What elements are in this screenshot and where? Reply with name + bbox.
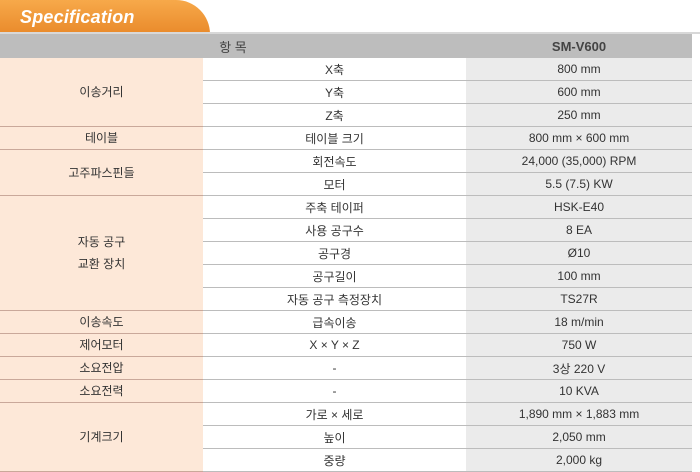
- value-cell: 3상 220 V: [466, 356, 693, 380]
- category-cell: 제어모터: [0, 333, 203, 357]
- item-cell: Y축: [203, 80, 467, 104]
- table-row: 높이 2,050 mm: [0, 425, 693, 449]
- value-cell: HSK-E40: [466, 195, 693, 219]
- value-cell: 600 mm: [466, 80, 693, 104]
- table-row: 테이블 테이블 크기 800 mm × 600 mm: [0, 126, 693, 150]
- value-cell: 2,000 kg: [466, 448, 693, 472]
- item-cell: Z축: [203, 103, 467, 127]
- value-cell: 750 W: [466, 333, 693, 357]
- item-cell: 공구길이: [203, 264, 467, 288]
- value-cell: 800 mm: [466, 58, 693, 81]
- value-cell: 1,890 mm × 1,883 mm: [466, 402, 693, 426]
- table-row: 제어모터 X × Y × Z 750 W: [0, 333, 693, 357]
- table-row: 이송거리 X축 800 mm: [0, 58, 693, 127]
- table-row: 자동 공구 교환 장치 주축 테이퍼 HSK-E40: [0, 195, 693, 311]
- value-cell: 100 mm: [466, 264, 693, 288]
- item-cell: 모터: [203, 172, 467, 196]
- category-cell: 자동 공구 교환 장치: [0, 195, 203, 311]
- item-cell: X × Y × Z: [203, 333, 467, 357]
- item-cell: 회전속도: [203, 149, 467, 173]
- value-cell: 5.5 (7.5) KW: [466, 172, 693, 196]
- category-cell: 기계크기: [0, 402, 203, 472]
- table-row: 중량 2,000 kg: [0, 448, 693, 472]
- category-cell: 소요전력: [0, 379, 203, 403]
- value-cell: 10 KVA: [466, 379, 693, 403]
- value-cell: 18 m/min: [466, 310, 693, 334]
- table-row: 고주파스핀들 회전속도 24,000 (35,000) RPM: [0, 149, 693, 196]
- spec-header: Specification: [0, 0, 700, 34]
- value-cell: Ø10: [466, 241, 693, 265]
- item-cell: 자동 공구 측정장치: [203, 287, 467, 311]
- table-row: 이송속도 급속이송 18 m/min: [0, 310, 693, 334]
- item-cell: 공구경: [203, 241, 467, 265]
- category-cell: 테이블: [0, 126, 203, 150]
- item-cell: -: [203, 379, 467, 403]
- category-cell: 고주파스핀들: [0, 149, 203, 196]
- item-cell: 주축 테이퍼: [203, 195, 467, 219]
- header-rule: [0, 32, 700, 34]
- value-cell: 250 mm: [466, 103, 693, 127]
- item-cell: 중량: [203, 448, 467, 472]
- value-cell: 800 mm × 600 mm: [466, 126, 693, 150]
- table-row: Z축 250 mm: [0, 103, 693, 127]
- item-cell: 가로 × 세로: [203, 402, 467, 426]
- item-column-header: 항 목: [0, 34, 467, 58]
- spec-title: Specification: [20, 7, 135, 27]
- table-row: Y축 600 mm: [0, 80, 693, 104]
- value-cell: 24,000 (35,000) RPM: [466, 149, 693, 173]
- value-cell: 2,050 mm: [466, 425, 693, 449]
- value-cell: 8 EA: [466, 218, 693, 242]
- spec-title-tab: Specification: [0, 0, 210, 34]
- table-row: 모터 5.5 (7.5) KW: [0, 172, 693, 196]
- table-row: 소요전력 -10 KVA: [0, 379, 693, 403]
- item-cell: 높이: [203, 425, 467, 449]
- table-row: 자동 공구 측정장치 TS27R: [0, 287, 693, 311]
- table-row: 기계크기 가로 × 세로 1,890 mm × 1,883 mm: [0, 402, 693, 472]
- spec-table-body: 이송거리 X축 800 mm Y축 600 mm Z축 250 mm 테이블 테이블 크기 800…: [0, 58, 693, 472]
- table-row: 사용 공구수 8 EA: [0, 218, 693, 242]
- item-cell: 테이블 크기: [203, 126, 467, 150]
- value-cell: TS27R: [466, 287, 693, 311]
- table-row: 소요전압 -3상 220 V: [0, 356, 693, 380]
- item-cell: -: [203, 356, 467, 380]
- category-cell: 소요전압: [0, 356, 203, 380]
- category-cell: 이송거리: [0, 58, 203, 127]
- table-row: 공구경 Ø10: [0, 241, 693, 265]
- category-cell: 이송속도: [0, 310, 203, 334]
- item-cell: X축: [203, 58, 467, 81]
- item-cell: 사용 공구수: [203, 218, 467, 242]
- model-column-header: SM-V600: [466, 34, 693, 58]
- table-row: 공구길이 100 mm: [0, 264, 693, 288]
- item-cell: 급속이송: [203, 310, 467, 334]
- table-header-row: 항 목 SM-V600: [0, 34, 693, 58]
- spec-table: 항 목 SM-V600 이송거리 X축 800 mm Y축 600 mm Z축 250 mm…: [0, 34, 693, 472]
